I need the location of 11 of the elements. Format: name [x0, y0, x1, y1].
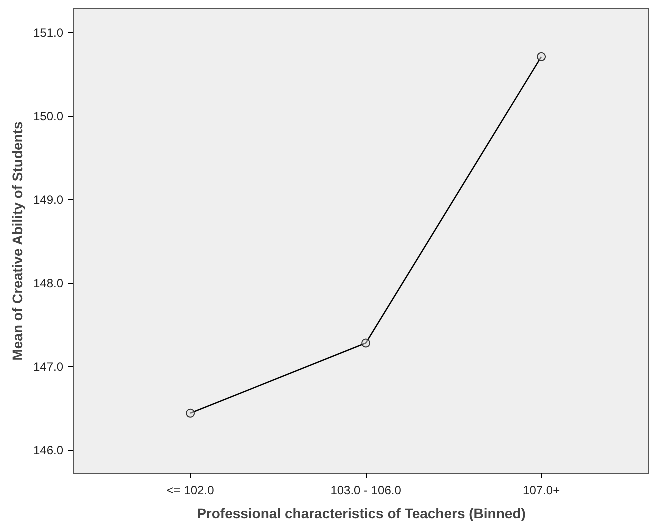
y-tick-label: 148.0	[33, 276, 64, 291]
y-axis-title: Mean of Creative Ability of Students	[9, 122, 26, 361]
x-axis-title: Professional characteristics of Teachers (Binned)	[197, 506, 526, 522]
y-tick-label: 149.0	[33, 193, 64, 208]
x-tick-label: 107.0+	[523, 484, 560, 498]
y-tick-label: 150.0	[33, 110, 64, 124]
y-tick-label: 146.0	[33, 444, 64, 458]
x-tick-label: <= 102.0	[166, 484, 215, 498]
x-tick-label: 103.0 - 106.0	[330, 484, 402, 498]
y-tick-label: 151.0	[33, 26, 64, 40]
y-tick-label: 147.0	[33, 360, 64, 374]
